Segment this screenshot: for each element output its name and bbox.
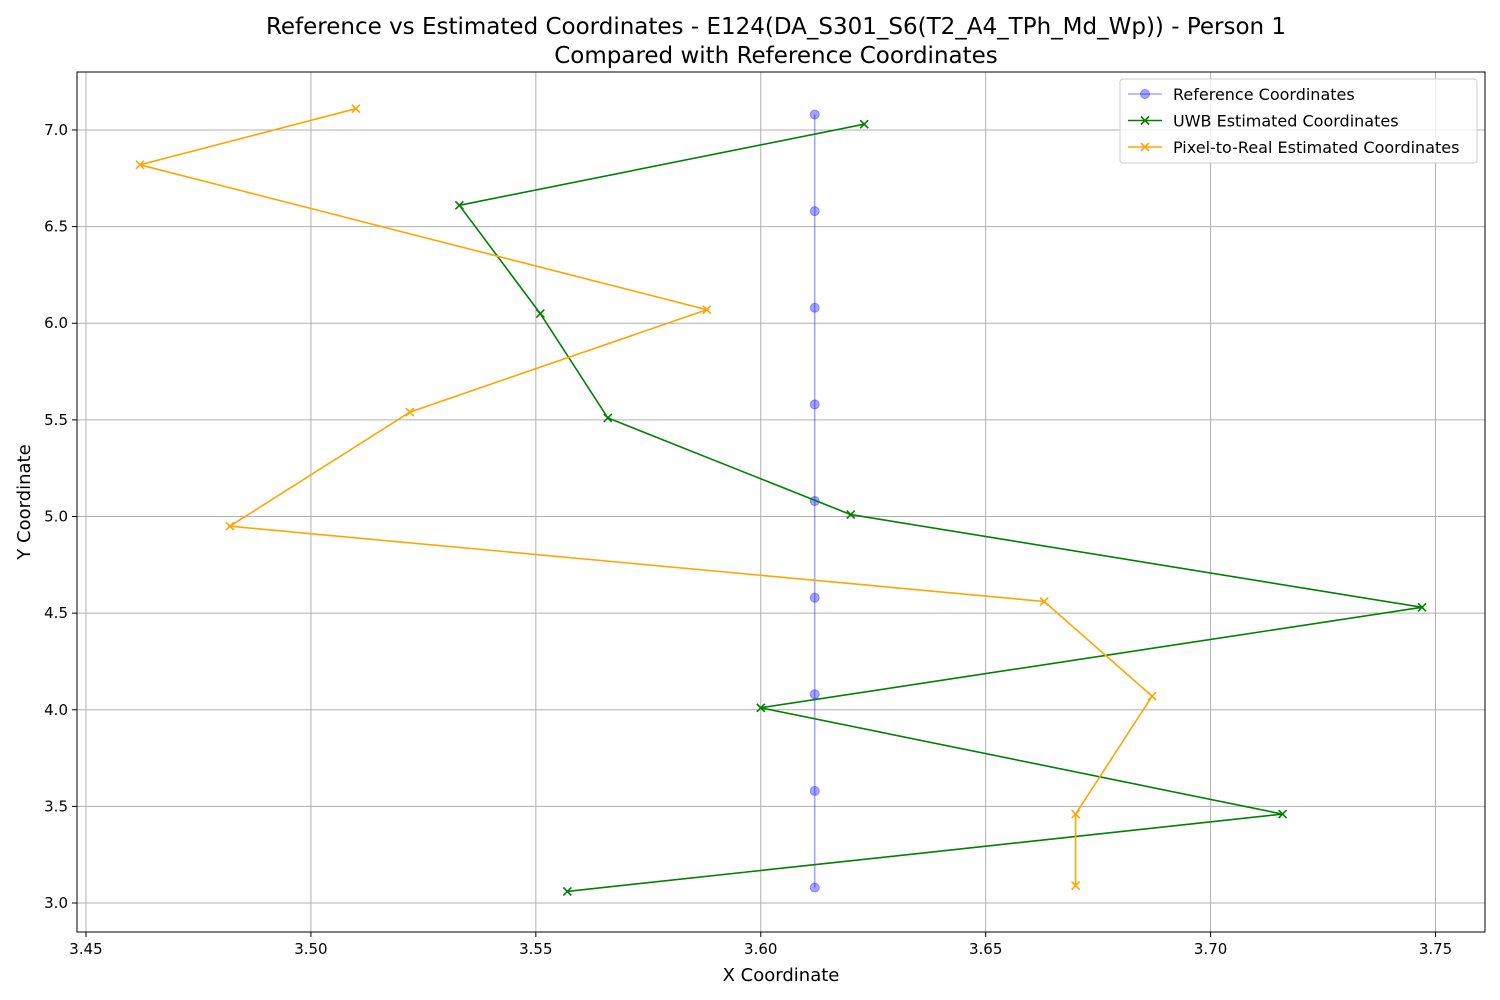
data-point — [756, 703, 766, 713]
x-axis-label: X Coordinate — [723, 965, 840, 986]
x-tick-label: 3.70 — [1194, 940, 1227, 958]
data-point — [135, 160, 145, 170]
plot-series — [135, 104, 1427, 896]
data-point — [809, 109, 820, 120]
data-point — [809, 689, 820, 700]
data-point — [809, 592, 820, 603]
series-line — [139, 107, 1154, 886]
data-point — [809, 206, 820, 217]
data-point — [809, 399, 820, 410]
y-tick-label: 5.5 — [44, 411, 68, 429]
x-tick-label: 3.75 — [1419, 940, 1452, 958]
data-point — [1071, 881, 1081, 891]
x-tick-label: 3.50 — [294, 940, 327, 958]
chart-subtitle: Compared with Reference Coordinates — [554, 43, 998, 69]
x-tick-label: 3.60 — [744, 940, 777, 958]
series-line — [458, 123, 1423, 893]
data-point — [846, 509, 856, 520]
axis-ticks: 3.45 3.50 3.55 3.60 3.65 3.70 3.75 3.0 3.5 4.0 4.5… — [44, 121, 1452, 958]
y-tick-label: 3.5 — [44, 797, 68, 815]
data-point — [1039, 596, 1049, 607]
data-point — [562, 886, 572, 896]
series-2 — [454, 119, 1427, 896]
legend: Reference Coordinates UWB Estimated Coord… — [1119, 78, 1478, 164]
data-point — [454, 200, 464, 210]
data-point — [1278, 809, 1288, 819]
y-tick-label: 4.5 — [44, 604, 68, 622]
data-point — [603, 413, 613, 423]
y-tick-label: 4.0 — [44, 701, 68, 719]
legend-entries: Reference Coordinates UWB Estimated Coord… — [1128, 85, 1459, 157]
y-tick-label: 6.0 — [44, 314, 68, 332]
data-point — [405, 407, 415, 417]
x-tick-label: 3.45 — [69, 940, 102, 958]
legend-marker — [1140, 115, 1150, 126]
data-point — [859, 119, 869, 129]
data-point — [702, 305, 712, 315]
data-point — [351, 104, 361, 114]
y-tick-label: 6.5 — [44, 218, 68, 236]
data-point — [1417, 602, 1427, 612]
chart-title: Reference vs Estimated Coordinates - E12… — [266, 14, 1286, 40]
data-point — [535, 309, 545, 319]
x-tick-label: 3.55 — [519, 940, 552, 958]
legend-marker — [1140, 142, 1150, 152]
y-tick-label: 5.0 — [44, 507, 68, 525]
x-tick-label: 3.65 — [969, 940, 1002, 958]
data-point — [1071, 809, 1081, 819]
data-point — [1147, 691, 1157, 701]
data-point — [809, 882, 820, 893]
y-tick-label: 3.0 — [44, 894, 68, 912]
data-point — [225, 521, 235, 531]
legend-label: UWB Estimated Coordinates — [1173, 112, 1399, 131]
series-3 — [135, 104, 1157, 891]
legend-marker — [1140, 89, 1150, 99]
legend-label: Pixel-to-Real Estimated Coordinates — [1173, 138, 1459, 157]
data-point — [809, 302, 820, 313]
y-axis-label: Y Coordinate — [14, 444, 35, 560]
legend-frame — [1119, 78, 1478, 164]
plot-frame — [76, 71, 1486, 933]
legend-label: Reference Coordinates — [1173, 85, 1355, 104]
y-tick-label: 7.0 — [44, 121, 68, 139]
data-point — [809, 785, 820, 796]
grid — [77, 72, 1485, 932]
